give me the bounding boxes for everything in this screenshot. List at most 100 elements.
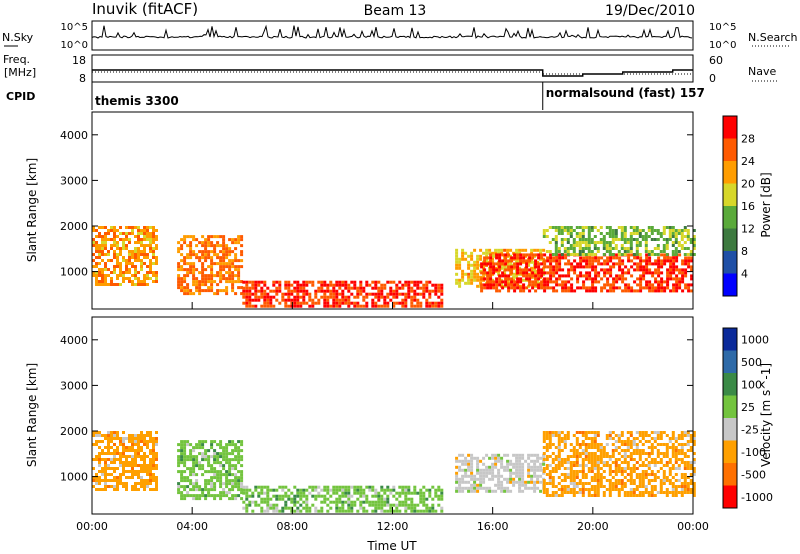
echo-cell-5 (680, 244, 684, 247)
echo-cell-4 (599, 446, 603, 449)
echo-cell-0 (98, 431, 101, 434)
echo-cell-2 (245, 298, 249, 302)
echo-cell-2 (413, 509, 417, 513)
x-tick-label: 00:00 (76, 520, 108, 533)
echo-cell-2 (440, 488, 444, 492)
echo-cell-0 (110, 280, 113, 283)
echo-cell-2 (290, 301, 294, 305)
echo-cell-4 (522, 253, 526, 257)
echo-cell-4 (581, 452, 585, 455)
echo-cell-1 (195, 280, 199, 284)
echo-cell-4 (660, 271, 664, 275)
echo-cell-1 (207, 482, 211, 486)
echo-cell-4 (690, 259, 694, 263)
echo-cell-1 (195, 283, 199, 287)
echo-cell-1 (201, 262, 205, 266)
echo-cell-0 (149, 235, 152, 238)
echo-cell-4 (540, 286, 544, 290)
echo-cell-2 (257, 491, 261, 495)
echo-cell-5 (677, 244, 681, 247)
echo-cell-1 (186, 244, 190, 248)
echo-cell-2 (272, 289, 276, 293)
echo-cell-1 (216, 289, 220, 293)
echo-cell-4 (684, 274, 688, 278)
echo-cell-1 (180, 476, 184, 480)
echo-cell-3 (473, 269, 477, 273)
echo-cell-4 (564, 253, 568, 257)
echo-cell-0 (122, 247, 125, 250)
echo-cell-5 (563, 247, 567, 250)
echo-cell-4 (636, 289, 640, 293)
echo-cell-2 (371, 503, 375, 507)
echo-cell-3 (527, 263, 531, 267)
echo-cell-3 (467, 459, 471, 463)
echo-cell-4 (513, 253, 517, 257)
echo-cell-4 (669, 268, 673, 272)
echo-cell-1 (240, 470, 244, 474)
echo-cell-1 (180, 449, 184, 453)
echo-cell-4 (611, 443, 615, 446)
echo-cell-0 (143, 262, 146, 265)
echo-cell-2 (398, 280, 402, 284)
echo-cell-1 (210, 280, 214, 284)
echo-cell-2 (413, 491, 417, 495)
echo-cell-4 (545, 449, 549, 452)
echo-cell-5 (623, 232, 627, 235)
echo-cell-1 (177, 470, 181, 474)
echo-cell-4 (585, 274, 589, 278)
echo-cell-4 (537, 253, 541, 257)
echo-cell-0 (131, 467, 134, 470)
echo-cell-2 (296, 280, 300, 284)
echo-cell-0 (146, 446, 149, 449)
echo-cell-2 (413, 283, 417, 287)
echo-cell-4 (588, 286, 592, 290)
echo-cell-2 (428, 301, 432, 305)
echo-cell-1 (231, 443, 235, 447)
echo-cell-1 (222, 262, 226, 266)
echo-cell-4 (671, 464, 675, 467)
echo-cell-3 (491, 471, 495, 475)
echo-cell-0 (140, 232, 143, 235)
echo-cell-0 (101, 253, 104, 256)
echo-cell-3 (512, 483, 516, 487)
echo-cell-4 (590, 494, 594, 497)
echo-cell-4 (641, 452, 645, 455)
echo-cell-4 (608, 473, 612, 476)
echo-cell-4 (618, 286, 622, 290)
echo-cell-0 (125, 446, 128, 449)
echo-cell-5 (581, 253, 585, 256)
echo-cell-0 (149, 277, 152, 280)
echo-cell-2 (266, 494, 270, 498)
echo-cell-1 (237, 241, 241, 245)
echo-cell-4 (672, 289, 676, 293)
echo-cell-1 (186, 443, 190, 447)
echo-cell-1 (195, 446, 199, 450)
echo-cell-2 (386, 500, 390, 504)
nsearch-label: N.Search (748, 31, 798, 44)
echo-cell-2 (323, 292, 327, 296)
echo-cell-4 (665, 488, 669, 491)
echo-cell-4 (575, 461, 579, 464)
echo-cell-4 (620, 470, 624, 473)
echo-cell-1 (213, 274, 217, 278)
echo-cell-4 (593, 458, 597, 461)
echo-cell-2 (359, 283, 363, 287)
echo-cell-3 (518, 471, 522, 475)
echo-cell-1 (180, 440, 184, 444)
echo-cell-2 (332, 289, 336, 293)
echo-cell-3 (482, 480, 486, 484)
echo-cell-4 (665, 446, 669, 449)
echo-cell-2 (260, 292, 264, 296)
echo-cell-4 (519, 262, 523, 266)
echo-cell-3 (479, 468, 483, 472)
echo-cell-1 (210, 488, 214, 492)
echo-cell-2 (323, 280, 327, 284)
echo-cell-5 (683, 241, 687, 244)
echo-cell-2 (401, 503, 405, 507)
echo-cell-0 (104, 467, 107, 470)
echo-cell-4 (563, 461, 567, 464)
echo-cell-4 (590, 458, 594, 461)
echo-cell-1 (204, 274, 208, 278)
echo-cell-1 (186, 283, 190, 287)
echo-cell-2 (266, 488, 270, 492)
